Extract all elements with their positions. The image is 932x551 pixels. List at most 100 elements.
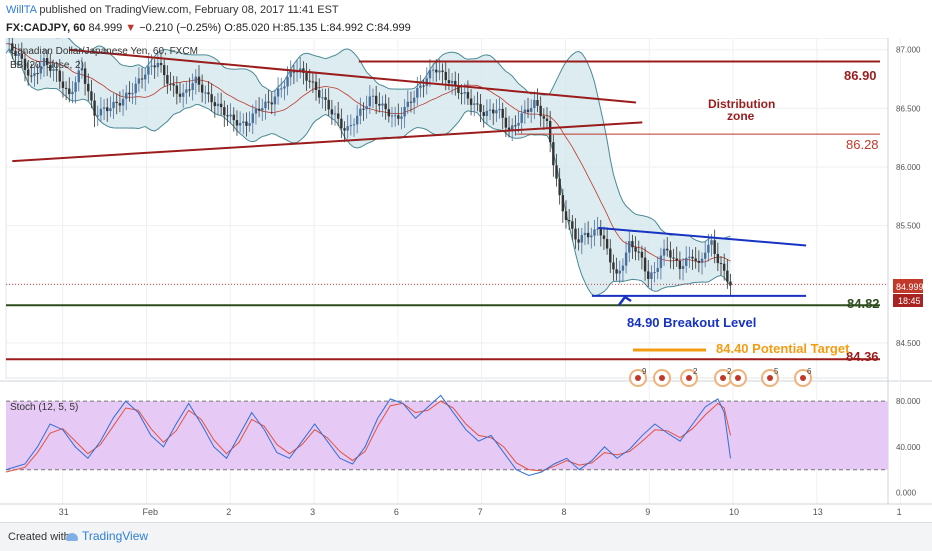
price-change: −0.210 (−0.25%) (139, 22, 222, 34)
candle-body (596, 228, 599, 230)
event-icon[interactable]: 9 (629, 367, 647, 387)
event-icon[interactable] (653, 369, 671, 387)
candle-body (507, 127, 511, 130)
candle-body (637, 251, 640, 253)
candle-body (460, 92, 463, 94)
candle-body (669, 250, 672, 258)
candle-body (533, 100, 536, 109)
time-tick-label: 10 (729, 507, 739, 517)
candle-body (71, 91, 74, 95)
candle-body (261, 108, 264, 111)
candle-body (128, 92, 131, 95)
time-tick-label: 9 (645, 507, 650, 517)
candle-body (615, 269, 618, 274)
time-tick-label: 8 (561, 507, 566, 517)
candle-body (529, 108, 533, 112)
created-with: Created with (8, 531, 70, 543)
candle-body (159, 62, 163, 66)
candle-body (488, 109, 492, 111)
tradingview-brand: TradingView (82, 529, 149, 543)
event-icons[interactable]: 9 2 2 5 6 (629, 367, 812, 387)
stochastic-panel: 80.000 40.000 0.000 (5, 394, 921, 498)
stoch-k-line (5, 394, 731, 476)
publish-info: published on TradingView.com, February 0… (39, 4, 339, 16)
candle-body (631, 241, 634, 248)
candle-body (564, 211, 568, 220)
candle-body (495, 110, 498, 114)
candle-body (112, 101, 115, 109)
candle-body (283, 86, 286, 89)
event-icon[interactable]: 5 (761, 367, 779, 387)
candle-body (213, 102, 217, 107)
candle-body (42, 58, 46, 67)
candle-body (647, 271, 650, 279)
price-tag-text: 84.999 (896, 282, 924, 292)
candle-body (539, 105, 542, 117)
annotation-lines (6, 48, 888, 361)
event-icon[interactable]: 2 (680, 367, 698, 387)
candle-body (514, 125, 517, 127)
candle-body (555, 165, 558, 179)
candle-body (181, 92, 185, 97)
event-dot (659, 375, 665, 381)
price-tick-label: 85.500 (896, 222, 921, 231)
event-dot (720, 375, 726, 381)
distribution-label: Distribution (708, 97, 775, 111)
event-count: 9 (642, 367, 647, 376)
candle-body (590, 235, 593, 238)
candle-body (200, 84, 204, 93)
author-link[interactable]: WillTA (6, 4, 37, 16)
candle-body (162, 65, 166, 76)
candle-body (327, 99, 330, 110)
candle-body (219, 103, 223, 108)
time-tick-label: 6 (394, 507, 399, 517)
candle-body (137, 78, 141, 84)
candle-body (93, 100, 96, 116)
candle-body (697, 260, 701, 263)
candle-body (333, 113, 337, 115)
candle-body (251, 113, 254, 124)
candle-body (406, 101, 409, 107)
candle-body (672, 257, 675, 259)
price-tick-label: 86.500 (896, 104, 921, 113)
candle-body (45, 58, 49, 65)
candle-body (346, 126, 349, 131)
candle-body (308, 80, 311, 82)
candle-body (229, 114, 232, 117)
candle-body (504, 117, 508, 128)
candle-body (11, 43, 14, 51)
event-icon[interactable]: 6 (794, 367, 812, 387)
candle-body (428, 70, 432, 79)
candle-body (273, 96, 277, 105)
candle-body (99, 108, 103, 116)
candle-body (254, 108, 258, 114)
candle-body (134, 83, 137, 94)
event-icon[interactable] (729, 369, 747, 387)
candle-body (264, 101, 267, 109)
candle-body (574, 228, 577, 240)
candle-body (479, 104, 482, 113)
last-price: 84.999 (88, 22, 123, 34)
candle-body (662, 248, 666, 256)
candle-body (726, 270, 729, 282)
candle-body (403, 106, 406, 117)
candle-body (30, 75, 33, 77)
candle-body (400, 116, 403, 119)
candle-body (166, 75, 169, 84)
candle-body (153, 65, 156, 68)
candle-body (558, 178, 561, 196)
candle-body (628, 241, 631, 253)
tradingview-logo[interactable]: TradingView (66, 529, 148, 543)
candle-body (634, 247, 637, 252)
candle-body (178, 93, 182, 97)
event-dot (635, 375, 641, 381)
candle-body (586, 232, 590, 238)
symbol: FX:CADJPY, 60 (6, 22, 86, 34)
candle-body (362, 108, 365, 110)
price-tag (893, 279, 923, 293)
candle-body (242, 121, 245, 123)
candle-body (343, 128, 346, 131)
candle-body (422, 85, 425, 87)
candle-body (716, 253, 720, 264)
